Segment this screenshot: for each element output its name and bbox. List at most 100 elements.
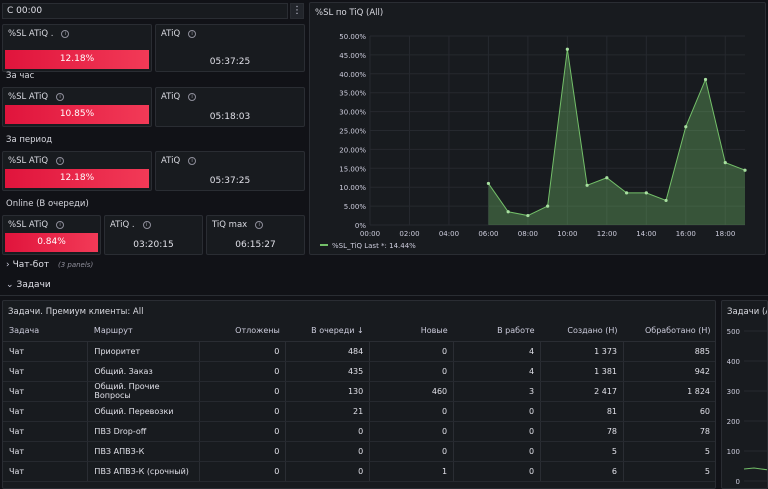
y-tick-label: 500: [727, 328, 740, 336]
table-cell: Общий. Перевозки: [87, 401, 201, 422]
col-header-inwork[interactable]: В работе: [453, 321, 541, 342]
info-icon[interactable]: i: [188, 29, 197, 38]
time-filter-label: С 00:00: [7, 6, 43, 16]
info-icon[interactable]: i: [56, 156, 65, 165]
tasks-table-panel: Задачи. Премиум клиенты: All Задача Марш…: [2, 300, 716, 489]
table-cell: 0: [285, 461, 371, 482]
table-cell: 0: [453, 461, 542, 482]
atiq-top-title: ATiQ: [161, 29, 181, 39]
table-cell: 5: [540, 441, 624, 462]
series-line: [743, 467, 767, 471]
info-icon[interactable]: i: [61, 29, 70, 38]
col-header-processed[interactable]: Обработано (Н): [623, 321, 715, 342]
table-cell: 78: [540, 421, 624, 442]
table-cell: Общий. Прочие Вопросы: [87, 381, 201, 402]
atiq-online-panel: ATiQ . i 03:20:15: [104, 215, 203, 255]
y-tick-label: 25.00%: [339, 128, 366, 136]
table-cell: Чат: [3, 341, 89, 362]
col-header-task[interactable]: Задача: [3, 321, 88, 342]
series-line: [488, 49, 746, 217]
table-cell: Чат: [3, 361, 89, 382]
info-icon[interactable]: i: [56, 220, 65, 229]
table-cell: 460: [369, 381, 455, 402]
table-row[interactable]: Чат Общий. Перевозки 0 21 0 0 81 60: [3, 401, 715, 422]
table-row[interactable]: Чат Общий. Заказ 0 435 0 4 1 381 942: [3, 361, 715, 382]
table-cell: 1: [369, 461, 455, 482]
y-tick-label: 0%: [355, 222, 366, 230]
table-cell: Чат: [3, 461, 89, 482]
table-cell: 4: [453, 361, 542, 382]
sl-atiq-hour-panel: %SL ATiQ i 10.85%: [2, 87, 152, 127]
table-cell: 0: [369, 401, 455, 422]
x-tick-label: 08:00: [518, 230, 538, 238]
col-header-created[interactable]: Создано (Н): [540, 321, 624, 342]
table-cell: 1 373: [540, 341, 624, 362]
table-cell: 0: [199, 361, 287, 382]
x-tick-label: 00:00: [360, 230, 380, 238]
sl-atiq-period-value: 12.18%: [5, 169, 149, 188]
atiq-hour-panel: ATiQ i 05:18:03: [155, 87, 305, 127]
sl-atiq-period-panel: %SL ATiQ i 12.18%: [2, 151, 152, 191]
col-header-queue[interactable]: В очереди ↓: [285, 321, 370, 342]
info-icon[interactable]: i: [56, 92, 65, 101]
table-cell: Чат: [3, 381, 89, 402]
table-cell: 0: [199, 381, 287, 402]
row-chatbot[interactable]: › Чат-бот (3 panels): [6, 260, 93, 270]
sl-atiq-top-title: %SL ATiQ .: [8, 29, 54, 39]
info-icon[interactable]: i: [188, 92, 197, 101]
table-row[interactable]: Чат Общий. Прочие Вопросы 0 130 460 3 2 417 1 8…: [3, 381, 715, 402]
table-cell: 81: [540, 401, 624, 422]
table-cell: ПВЗ АПВЗ-К: [87, 441, 201, 462]
tiq-max-value: 06:15:27: [235, 240, 276, 250]
table-row[interactable]: Чат ПВЗ Drop-off 0 0 0 0 78 78: [3, 421, 715, 442]
table-row[interactable]: Чат Приоритет 0 484 0 4 1 373 885: [3, 341, 715, 362]
info-icon[interactable]: i: [188, 156, 197, 165]
sl-atiq-online-title: %SL ATiQ: [8, 220, 49, 230]
table-title: Задачи. Премиум клиенты: All: [8, 307, 144, 317]
table-cell: 0: [369, 361, 455, 382]
table-cell: ПВЗ Drop-off: [87, 421, 201, 442]
table-row[interactable]: Чат ПВЗ АПВЗ-К (срочный) 0 0 1 0 6 5: [3, 461, 715, 482]
divider: [0, 295, 768, 296]
vertical-dots-icon[interactable]: ⋮: [290, 3, 304, 19]
table-row[interactable]: Чат ПВЗ АПВЗ-К 0 0 0 0 5 5: [3, 441, 715, 462]
data-point: [703, 77, 708, 82]
col-header-route[interactable]: Маршрут: [87, 321, 200, 342]
row-tasks[interactable]: ⌄ Задачи: [6, 280, 51, 290]
col-header-new[interactable]: Новые: [369, 321, 454, 342]
data-point: [644, 191, 648, 195]
atiq-top-panel: ATiQ i 05:37:25: [155, 24, 305, 72]
atiq-period-panel: ATiQ i 05:37:25: [155, 151, 305, 191]
info-icon[interactable]: i: [255, 220, 264, 229]
area-chart[interactable]: 0% 5.00% 10.00% 15.00% 20.00% 25.00% 30.00% 35.…: [310, 3, 765, 254]
table-header-row: Задача Маршрут Отложены В очереди ↓ Новы…: [3, 321, 715, 342]
info-icon[interactable]: i: [142, 220, 151, 229]
y-tick-label: 40.00%: [339, 71, 366, 79]
table-cell: 6: [540, 461, 624, 482]
col-header-deferred[interactable]: Отложены: [199, 321, 286, 342]
data-point: [585, 183, 589, 187]
sl-atiq-top-value: 12.18%: [5, 50, 149, 69]
sl-tiq-chart-panel: %SL по TiQ (All) 0% 5.00% 10.00% 15.00% 20.0…: [309, 2, 766, 255]
data-point: [565, 47, 569, 51]
atiq-hour-value: 05:18:03: [209, 112, 251, 122]
tasks-table: Задача Маршрут Отложены В очереди ↓ Новы…: [3, 321, 715, 482]
y-tick-label: 5.00%: [344, 203, 367, 211]
table-cell: 0: [453, 441, 542, 462]
table-cell: 0: [199, 401, 287, 422]
time-filter[interactable]: С 00:00: [2, 3, 288, 19]
table-cell: 0: [453, 421, 542, 442]
y-tick-label: 45.00%: [339, 52, 366, 60]
data-point: [723, 161, 727, 165]
table-cell: Чат: [3, 401, 89, 422]
y-tick-label: 15.00%: [339, 165, 366, 173]
table-cell: 0: [285, 441, 371, 462]
y-tick-label: 50.00%: [339, 33, 366, 41]
y-tick-label: 200: [727, 418, 740, 426]
chart-title: %SL по TiQ (All): [315, 8, 384, 18]
table-cell: 0: [199, 441, 287, 462]
x-tick-label: 04:00: [439, 230, 459, 238]
table-cell: Приоритет: [87, 341, 201, 362]
chevron-right-icon: ›: [6, 260, 10, 270]
sl-atiq-hour-value: 10.85%: [5, 105, 149, 124]
